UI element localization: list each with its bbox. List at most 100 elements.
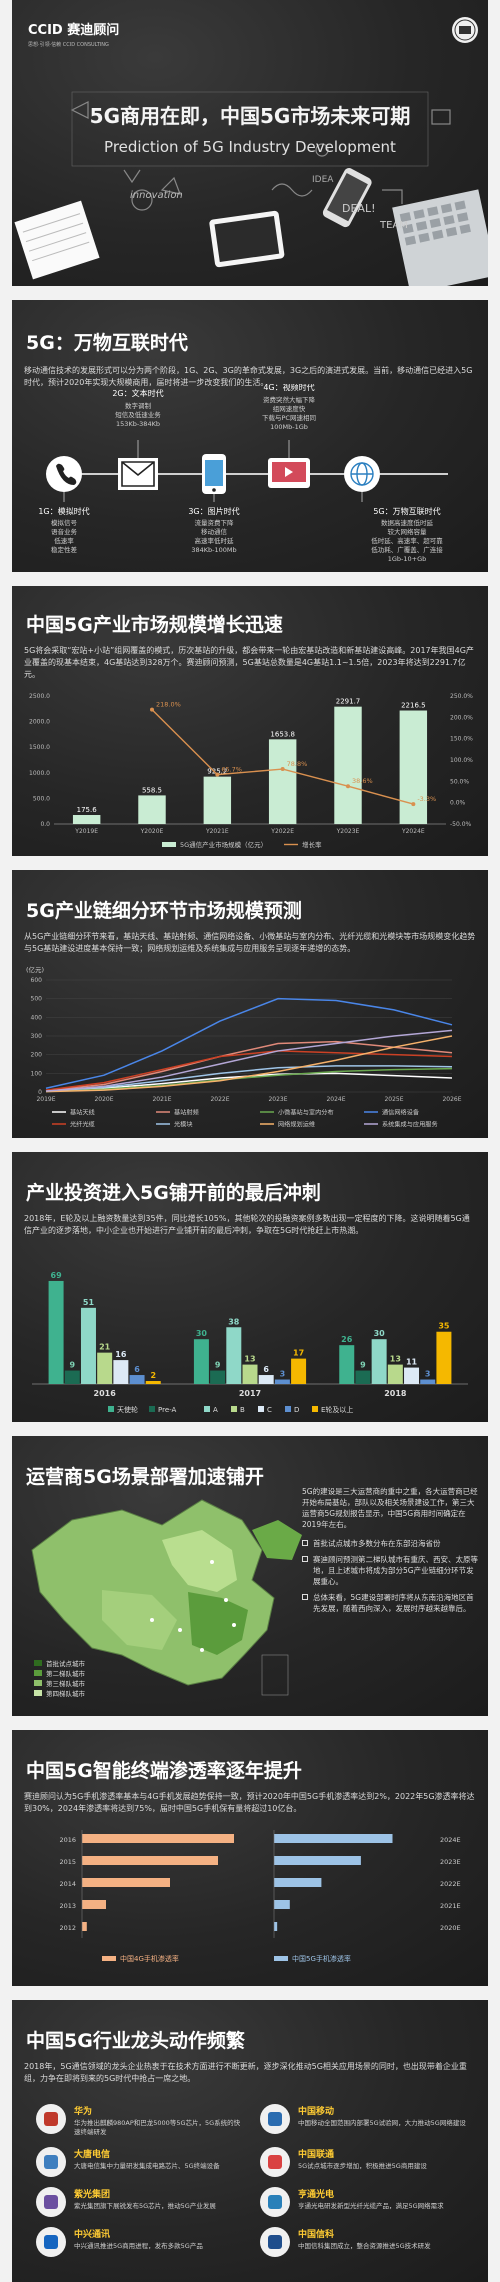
bar-value-label: 9	[360, 1361, 366, 1370]
header-subtitle: Prediction of 5G Industry Development	[104, 138, 396, 156]
map-region-northeast	[252, 1520, 302, 1560]
penetration-chart: 2016 2015 2014 2013 2012 2024E 2023E 2022E 2021E…	[59, 1830, 461, 1963]
y-tick-label: 500	[31, 996, 43, 1003]
section-investment: 产业投资进入5G铺开前的最后冲刺 2018年，E轮及以上融资数量达到35件，同比…	[12, 1152, 488, 1422]
era-5g-line: 1Gb-10+Gb	[388, 555, 427, 563]
bar	[355, 1370, 371, 1384]
y-tick-label: 2021E	[440, 1902, 461, 1910]
x-tick-label: Y2021E	[205, 828, 229, 835]
y2-tick-label: 150.0%	[450, 736, 473, 743]
growth-point	[411, 802, 416, 807]
legend-label: 中国5G手机渗透率	[292, 1954, 351, 1963]
era-3g-line: 高速率低时延	[195, 536, 235, 545]
y2-tick-label: 100.0%	[450, 757, 473, 764]
growth-label: -3.3%	[417, 795, 436, 803]
y2-tick-label: 0.0%	[450, 800, 466, 807]
legend-swatch	[149, 1406, 155, 1412]
x-tick-label: 2026E	[442, 1096, 461, 1103]
x-tick-label: 2023E	[268, 1096, 287, 1103]
bar	[82, 1878, 170, 1887]
legend-label: 5G通信产业市场规模（亿元）	[180, 840, 267, 849]
bar-value-label: 6	[134, 1365, 140, 1374]
growth-point	[280, 767, 285, 772]
y-tick-label: 2013	[59, 1902, 76, 1910]
company-text: 亨通光电 亨通光电研发新型光纤光缆产品，满足5G网络需求	[298, 2187, 444, 2211]
era-4g-line: 下载与PC网速相同	[262, 413, 316, 422]
legend-label: 第三梯队城市	[46, 1679, 86, 1688]
series-line	[45, 1035, 453, 1093]
era-5g-line: 低时延、高速率、超可靠	[371, 536, 443, 545]
bar	[420, 1379, 436, 1384]
section-5g-eras: 5G：万物互联时代 移动通信技术的发展形式可以分为两个阶段，1G、2G、3G的革…	[12, 300, 488, 572]
y2-tick-label: 200.0%	[450, 714, 473, 721]
era-2g-name: 2G：文本时代	[112, 388, 163, 398]
x-tick-label: Y2020E	[140, 828, 164, 835]
tablet-icon	[209, 210, 285, 268]
legend-swatch	[204, 1406, 210, 1412]
company-desc: 中兴通讯推进5G商用进程，发布多款5G产品	[74, 2242, 203, 2250]
bar	[48, 1280, 64, 1384]
y-tick-label: 2022E	[440, 1880, 461, 1888]
bar-value-label: 2291.7	[336, 698, 361, 706]
y-tick-label: 2015	[59, 1858, 76, 1866]
legend-label: 光纤光缆	[70, 1121, 95, 1129]
x-tick-label: 2018	[384, 1389, 407, 1398]
section-leaders: 中国5G行业龙头动作频繁 2018年，5G通信领域的龙头企业热衷于在技术方面进行…	[12, 2000, 488, 2282]
legend-swatch	[162, 842, 176, 847]
legend-label: 增长率	[302, 840, 322, 849]
legend-label: 中国4G手机渗透率	[120, 1954, 179, 1963]
bullet-text: 赛迪顾问预测第二梯队城市有重庆、西安、太原等地，且上述城市将成为部分5G产业链细…	[313, 1555, 478, 1586]
section-paragraph: 赛迪顾问认为5G手机渗透率基本与4G手机发展趋势保持一致，预计2020年中国5G…	[24, 1792, 475, 1813]
logo-sub: 思想·引领·信赖 CCID CONSULTING	[28, 41, 109, 48]
bar-value-label: 16	[115, 1350, 127, 1359]
era-1g-node	[46, 456, 82, 492]
bar-value-label: 26	[341, 1335, 353, 1344]
legend-label: 基站射频	[174, 1109, 199, 1117]
growth-point	[215, 772, 220, 777]
bar-value-label: 9	[69, 1361, 75, 1370]
section-title: 中国5G智能终端渗透率逐年提升	[26, 1760, 302, 1782]
section-paragraph: 移动通信技术的发展形式可以分为两个阶段，1G、2G、3G的革命式发展，3G之后的…	[24, 366, 473, 387]
bar	[226, 1327, 242, 1384]
bar	[113, 1360, 129, 1384]
y-unit-label: (亿元)	[26, 966, 44, 974]
company-item: 中国信科 中国信科集团成立，整合资源推进5G技术研发	[260, 2227, 466, 2257]
map-region-east	[188, 1592, 248, 1655]
huawei-icon	[36, 2104, 66, 2134]
section-paragraph: 5G的建设是三大运营商的重中之重，各大运营商已经开始布局基站，部队以及相关场景建…	[302, 1487, 478, 1529]
chalk-doodles	[70, 101, 451, 211]
map-region-north	[162, 1530, 237, 1592]
bar-value-label: 3	[425, 1370, 431, 1379]
era-4g-node	[268, 458, 310, 488]
section-paragraph: 2018年，E轮及以上融资数量达到35件，同比增长105%，其他轮次的投融资案例…	[24, 1214, 470, 1235]
growth-point	[346, 784, 350, 789]
china-map: 首批试点城市 第二梯队城市 第三梯队城市 第四梯队城市	[31, 1499, 302, 1698]
market-size-chart: 0.0 500.0 1000.0 1500.0 2000.0 2500.0 -50.0% 0.…	[29, 693, 473, 849]
section-paragraph: 2018年，5G通信领域的龙头企业热衷于在技术方面进行不断更新，逐步深化推动5G…	[24, 2062, 467, 2083]
section-title: 5G：万物互联时代	[26, 332, 188, 354]
legend-label: 通信网络设备	[382, 1109, 420, 1117]
series-line	[45, 1067, 453, 1093]
map-inset	[261, 1654, 289, 1696]
company-text: 中兴通讯 中兴通讯推进5G商用进程，发布多款5G产品	[74, 2227, 203, 2251]
map-land	[31, 1499, 275, 1686]
bullet-list: 首批试点城市多数分布在东部沿海省份 赛迪顾问预测第二梯队城市有重庆、西安、太原等…	[302, 1538, 480, 1614]
era-2g-node	[118, 458, 158, 490]
investment-chart: 69 9 51 21 16 6 2 2016 30 9 38 13 6 3 17 2017 26 9 30 13 11 3…	[32, 1271, 468, 1414]
series-line	[45, 1050, 453, 1091]
x-tick-label: Y2019E	[74, 828, 98, 835]
datang-icon	[36, 2147, 66, 2177]
company-text: 中国信科 中国信科集团成立，整合资源推进5G技术研发	[298, 2227, 431, 2251]
bar	[80, 1307, 96, 1384]
section-title: 产业投资进入5G铺开前的最后冲刺	[26, 1182, 321, 1204]
bar	[82, 1900, 106, 1909]
bar	[145, 1381, 161, 1384]
y-tick-label: 2012	[59, 1924, 76, 1932]
bar	[291, 1358, 307, 1384]
company-text: 中国联通 5G试点城市逐步增加，积极推进5G商用建设	[298, 2147, 427, 2171]
china-mobile-icon	[260, 2104, 290, 2134]
company-name: 紫光集团	[74, 2190, 111, 2200]
legend-swatch	[285, 1406, 291, 1412]
era-2g-line: 短信及低速业务	[115, 410, 161, 419]
